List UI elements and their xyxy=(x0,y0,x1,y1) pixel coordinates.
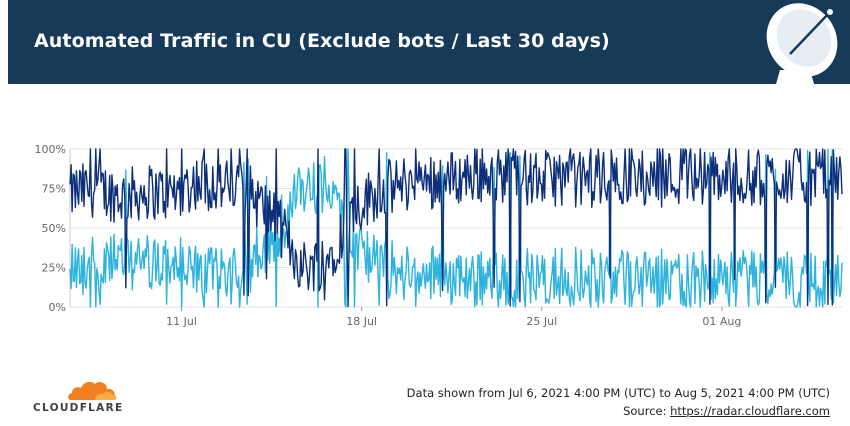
y-tick-label: 75% xyxy=(42,183,66,196)
satellite-dish-icon xyxy=(766,3,838,84)
traffic-line-chart: 0% 25% 50% 75% 100% 11 Jul 18 Jul 25 Jul 01 Aug xyxy=(35,143,843,328)
source-link[interactable]: https://radar.cloudflare.com xyxy=(670,404,830,418)
x-tick-label: 01 Aug xyxy=(702,315,741,328)
y-tick-label: 0% xyxy=(49,301,66,314)
cloudflare-logo: CLOUDFLARE xyxy=(33,378,133,418)
series-line-dark xyxy=(69,148,843,308)
cloud-icon xyxy=(68,381,117,400)
logo-text: CLOUDFLARE xyxy=(33,402,124,414)
x-tick-label: 18 Jul xyxy=(346,315,377,328)
date-range-note: Data shown from Jul 6, 2021 4:00 PM (UTC… xyxy=(406,386,830,400)
x-tick-label: 11 Jul xyxy=(166,315,197,328)
source-note: Source: https://radar.cloudflare.com xyxy=(623,404,830,418)
chart-area: 0% 25% 50% 75% 100% 11 Jul 18 Jul 25 Jul 01 Aug xyxy=(0,130,850,330)
header-banner: Automated Traffic in CU (Exclude bots / … xyxy=(8,0,850,84)
page-title: Automated Traffic in CU (Exclude bots / … xyxy=(34,30,610,52)
y-tick-label: 100% xyxy=(35,143,66,156)
y-tick-label: 25% xyxy=(42,262,66,275)
x-tick-label: 25 Jul xyxy=(526,315,557,328)
series-line-light xyxy=(69,148,843,308)
source-label: Source: xyxy=(623,404,667,418)
y-tick-label: 50% xyxy=(42,222,66,235)
